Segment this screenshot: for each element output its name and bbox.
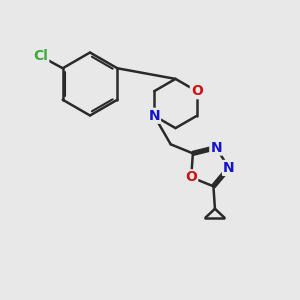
- Text: O: O: [191, 84, 203, 98]
- Text: N: N: [148, 109, 160, 123]
- Text: Cl: Cl: [33, 49, 48, 63]
- Text: N: N: [223, 161, 235, 175]
- Text: N: N: [210, 141, 222, 154]
- Text: O: O: [185, 170, 197, 184]
